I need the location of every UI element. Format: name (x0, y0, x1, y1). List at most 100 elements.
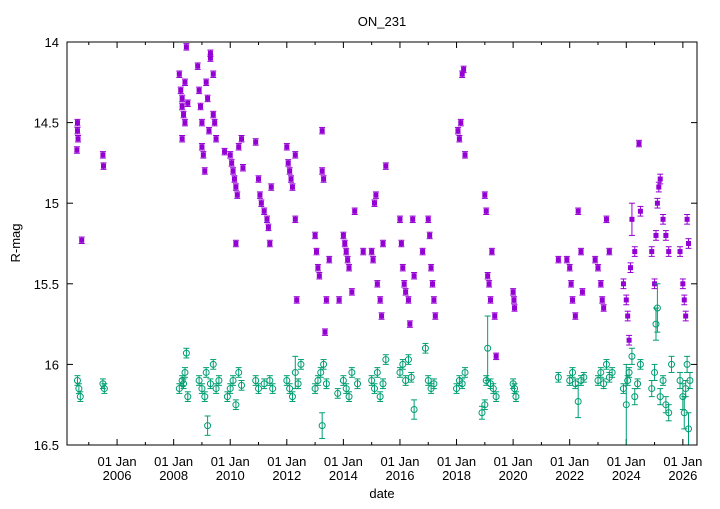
data-point (601, 305, 607, 311)
data-point (637, 208, 643, 214)
data-point (622, 401, 630, 409)
data-point (352, 208, 358, 214)
data-point (568, 281, 574, 287)
data-point (652, 320, 660, 328)
data-point (294, 380, 302, 388)
x-tick-label: 01 Jan (154, 454, 193, 469)
data-point (285, 160, 291, 166)
y-tick-label: 15.5 (34, 277, 59, 292)
data-point (625, 368, 633, 376)
data-point (686, 377, 694, 385)
data-point (685, 425, 693, 433)
data-point (564, 257, 570, 263)
data-point (202, 168, 208, 174)
data-point (421, 344, 429, 352)
data-point (680, 281, 686, 287)
data-point (336, 297, 342, 303)
data-point (677, 249, 683, 255)
y-tick-label: 14 (45, 35, 59, 50)
data-point (292, 216, 298, 222)
data-point (431, 297, 437, 303)
data-point (487, 297, 493, 303)
x-tick-label: 01 Jan (380, 454, 419, 469)
data-point (493, 353, 499, 359)
x-tick-label: 2010 (216, 468, 245, 483)
data-point (345, 257, 351, 263)
data-point (322, 329, 328, 335)
data-point (265, 224, 271, 230)
data-point (683, 360, 691, 368)
data-point (668, 360, 676, 368)
data-point (374, 281, 380, 287)
data-point (176, 71, 182, 77)
data-point (180, 380, 188, 388)
data-point (383, 163, 389, 169)
data-point (182, 120, 188, 126)
data-point (570, 297, 576, 303)
data-point (182, 349, 190, 357)
data-point (267, 241, 273, 246)
data-point (595, 265, 601, 271)
data-point (665, 409, 673, 417)
data-point (402, 377, 410, 385)
data-point (492, 313, 498, 319)
series-green (73, 283, 694, 445)
data-point (269, 385, 277, 393)
data-point (370, 257, 376, 263)
data-point (203, 79, 209, 85)
data-point (181, 112, 187, 118)
data-point (686, 241, 692, 246)
data-point (681, 297, 687, 303)
x-tick-label: 2024 (612, 468, 641, 483)
y-tick-label: 14.5 (34, 116, 59, 131)
data-point (592, 257, 598, 263)
data-point (314, 249, 320, 255)
x-tick-label: 2008 (159, 468, 188, 483)
x-tick-label: 01 Jan (550, 454, 589, 469)
x-tick-label: 2016 (386, 468, 415, 483)
data-point (198, 103, 204, 109)
data-point (626, 337, 632, 343)
data-point (656, 184, 662, 190)
data-point (202, 368, 210, 376)
data-point (100, 385, 108, 393)
data-point (405, 297, 411, 303)
data-point (511, 297, 517, 303)
x-tick-label: 2026 (668, 468, 697, 483)
data-point (334, 389, 342, 397)
data-point (458, 380, 466, 388)
y-tick-label: 16 (45, 357, 59, 372)
data-point (179, 136, 185, 142)
data-point (400, 265, 406, 271)
data-point (264, 216, 270, 222)
data-point (629, 216, 635, 222)
data-points (73, 43, 694, 445)
x-tick-label: 2020 (499, 468, 528, 483)
data-point (377, 297, 383, 303)
data-point (261, 208, 267, 214)
data-point (510, 289, 516, 295)
data-point (294, 297, 300, 303)
data-point (232, 401, 240, 409)
data-point (209, 360, 217, 368)
data-point (397, 216, 403, 222)
data-point (428, 265, 434, 271)
data-point (343, 249, 349, 255)
data-point (318, 422, 326, 430)
data-point (648, 385, 656, 393)
data-point (240, 165, 246, 171)
data-point (486, 281, 492, 287)
y-tick-label: 15 (45, 196, 59, 211)
data-point (636, 141, 642, 147)
data-point (76, 393, 84, 401)
data-point (482, 192, 488, 198)
x-axis-label: date (369, 486, 394, 501)
data-point (319, 168, 325, 174)
data-point (74, 120, 80, 126)
data-point (657, 176, 663, 182)
data-point (666, 249, 672, 255)
data-point (574, 397, 582, 405)
data-point (231, 176, 237, 182)
x-tick-label: 2006 (103, 468, 132, 483)
